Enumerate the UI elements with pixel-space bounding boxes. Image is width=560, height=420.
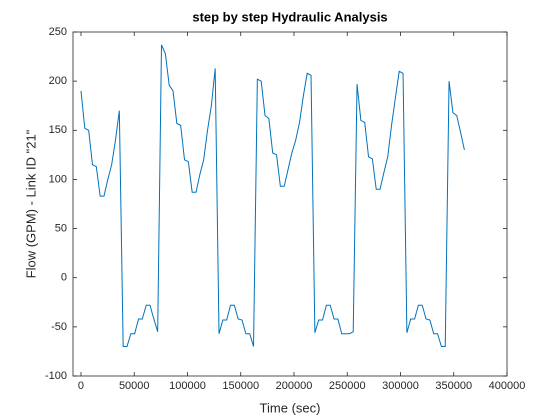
x-tick-label: 150000 (222, 380, 259, 392)
x-axis-label: Time (sec) (260, 400, 321, 415)
y-tick-label: -100 (45, 370, 67, 382)
x-tick-label: 250000 (329, 380, 366, 392)
x-tick-label: 350000 (435, 380, 472, 392)
y-tick-label: -50 (51, 321, 67, 333)
x-tick-label: 0 (78, 380, 84, 392)
y-tick-label: 0 (61, 272, 67, 284)
y-tick-label: 200 (49, 75, 67, 87)
y-tick-label: 250 (49, 26, 67, 38)
y-tick-label: 100 (49, 173, 67, 185)
plot-area (72, 31, 508, 377)
y-tick-label: 50 (55, 222, 67, 234)
x-tick-label: 200000 (276, 380, 313, 392)
y-tick-label: 150 (49, 124, 67, 136)
x-tick-label: 50000 (119, 380, 150, 392)
x-tick-label: 300000 (382, 380, 419, 392)
x-tick-label: 100000 (169, 380, 206, 392)
y-axis-label: Flow (GPM) - Link ID "21" (23, 129, 38, 278)
data-line (80, 44, 465, 348)
chart-title: step by step Hydraulic Analysis (192, 9, 387, 24)
x-tick-label: 400000 (489, 380, 526, 392)
